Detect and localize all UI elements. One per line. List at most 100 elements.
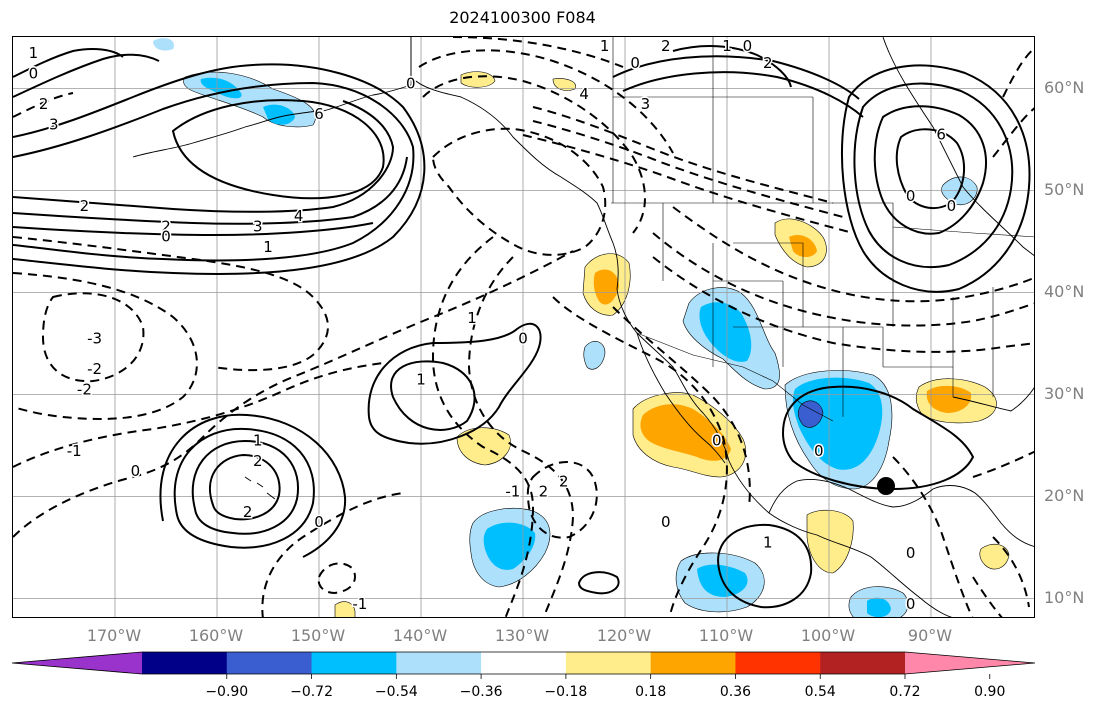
contour-label: -1 <box>505 483 520 501</box>
contour-label: 2 <box>539 483 549 501</box>
contour-line <box>13 100 395 213</box>
map-title: 2024100300 F084 <box>449 8 596 27</box>
colorbar-segment <box>396 652 482 674</box>
negative-anomaly-core <box>483 522 536 570</box>
positive-anomaly-core <box>593 269 619 305</box>
contour-line <box>173 427 315 549</box>
contour-line <box>781 385 975 491</box>
positive-anomaly-core <box>640 404 731 461</box>
negative-anomaly-core <box>792 377 883 470</box>
contour-label: 0 <box>906 595 916 613</box>
negative-anomaly-core <box>200 77 242 99</box>
colorbar-tick-label: −0.18 <box>544 684 588 700</box>
colorbar-tick-label: 0.90 <box>974 684 1006 700</box>
dashed-contour-line <box>431 236 535 617</box>
contour-label: 1 <box>467 309 477 327</box>
dashed-contour-line <box>1002 47 1034 98</box>
contour-line <box>873 105 987 235</box>
contour-line <box>208 453 281 521</box>
east-coastline <box>952 387 1034 412</box>
contour-line <box>191 439 299 535</box>
contour-label: 2 <box>559 472 569 490</box>
contour-line <box>13 81 415 262</box>
longitude-label: 110°W <box>698 626 754 645</box>
dashed-contour-line <box>13 362 384 468</box>
aleutian-islands <box>132 110 324 158</box>
contour-label: 6 <box>936 126 946 144</box>
dashed-contour-line <box>41 292 145 383</box>
dashed-contour-line <box>992 107 1034 158</box>
colorbar-min-extension <box>12 652 142 674</box>
contour-label: 2 <box>253 452 263 470</box>
colorbar-tick-label: −0.36 <box>459 684 503 700</box>
contour-label: 1 <box>416 370 426 388</box>
contour-label: 0 <box>814 442 824 460</box>
dashed-contour-line <box>892 456 974 617</box>
positive-anomaly-area <box>460 71 496 88</box>
colorbar-segment <box>142 652 228 674</box>
colorbar-tick-label: −0.72 <box>290 684 333 700</box>
colorbar-tick-label: −0.54 <box>374 684 418 700</box>
colorbar-outline <box>11 651 1036 675</box>
dashed-contour-line <box>992 536 1030 608</box>
dashed-contour-line <box>532 106 834 204</box>
contour-label: 1 <box>722 37 732 55</box>
contour-label: 0 <box>947 197 957 215</box>
latitude-label: 60°N <box>1044 77 1085 97</box>
dashed-contour-line <box>652 256 1034 353</box>
contour-line <box>390 360 476 431</box>
contours-negative <box>13 37 1034 617</box>
dashed-contour-line <box>422 75 646 234</box>
contour-label: 3 <box>253 217 263 235</box>
longitude-label: 160°W <box>188 626 244 645</box>
latitude-label: 10°N <box>1044 587 1085 607</box>
contour-label: 1 <box>263 238 273 256</box>
contour-line <box>672 45 792 88</box>
dashed-contour-line <box>418 49 674 154</box>
dashed-contour-line <box>526 461 598 539</box>
contour-line <box>367 322 542 445</box>
contour-line <box>853 82 1014 269</box>
colorbar-segment <box>650 652 736 674</box>
contour-label: 2 <box>661 37 671 55</box>
contour-label: -2 <box>77 381 92 399</box>
dashed-contour-line <box>467 256 575 617</box>
colorbar-tick-label: 0.18 <box>635 684 667 700</box>
contour-label: 1 <box>763 534 773 552</box>
contour-line <box>841 64 1031 293</box>
contour-label: 2 <box>39 95 49 113</box>
colorbar-tick-label: −0.90 <box>205 684 249 700</box>
contour-label: 0 <box>29 64 39 82</box>
dashed-contour-line <box>672 206 1034 303</box>
longitude-label: 100°W <box>800 626 856 645</box>
hudson-bay-coastline <box>882 37 1034 257</box>
contour-label: 2 <box>763 54 773 72</box>
colorbar-segment <box>565 652 652 674</box>
contour-label: 0 <box>131 462 141 480</box>
dashed-contour-line <box>652 232 1034 327</box>
coastlines <box>132 37 1034 617</box>
tropical-cyclone-marker <box>877 477 895 495</box>
dashed-contour-line <box>452 37 624 68</box>
longitude-label: 120°W <box>596 626 652 645</box>
dashed-contour-line <box>261 492 404 617</box>
contour-label: 0 <box>906 544 916 562</box>
negative-anomaly-area <box>583 341 606 370</box>
baja-peninsula <box>636 332 726 464</box>
lat-lon-grid <box>13 37 1034 617</box>
contour-line <box>622 71 864 118</box>
contour-line <box>577 571 620 595</box>
contour-line <box>717 523 813 609</box>
contour-label: 4 <box>294 207 304 225</box>
dashed-contour-line <box>13 250 574 538</box>
state-borders <box>662 203 994 417</box>
negative-anomaly-strong <box>797 400 824 428</box>
colorbar-segment <box>820 652 906 674</box>
map-panel: 1 0 2 3 6 0 2 2 3 4 1 0 -3 -2 -2 -1 0 1 2 2 0 1 1 0 -1 2 2 -1 1 0 4 3 2 1… <box>12 36 1035 618</box>
longitude-label: 130°W <box>494 626 550 645</box>
positive-anomaly-area <box>806 509 854 574</box>
contour-label: 0 <box>906 187 916 205</box>
hawaii-islands <box>244 476 276 500</box>
contour-label: 2 <box>80 197 90 215</box>
